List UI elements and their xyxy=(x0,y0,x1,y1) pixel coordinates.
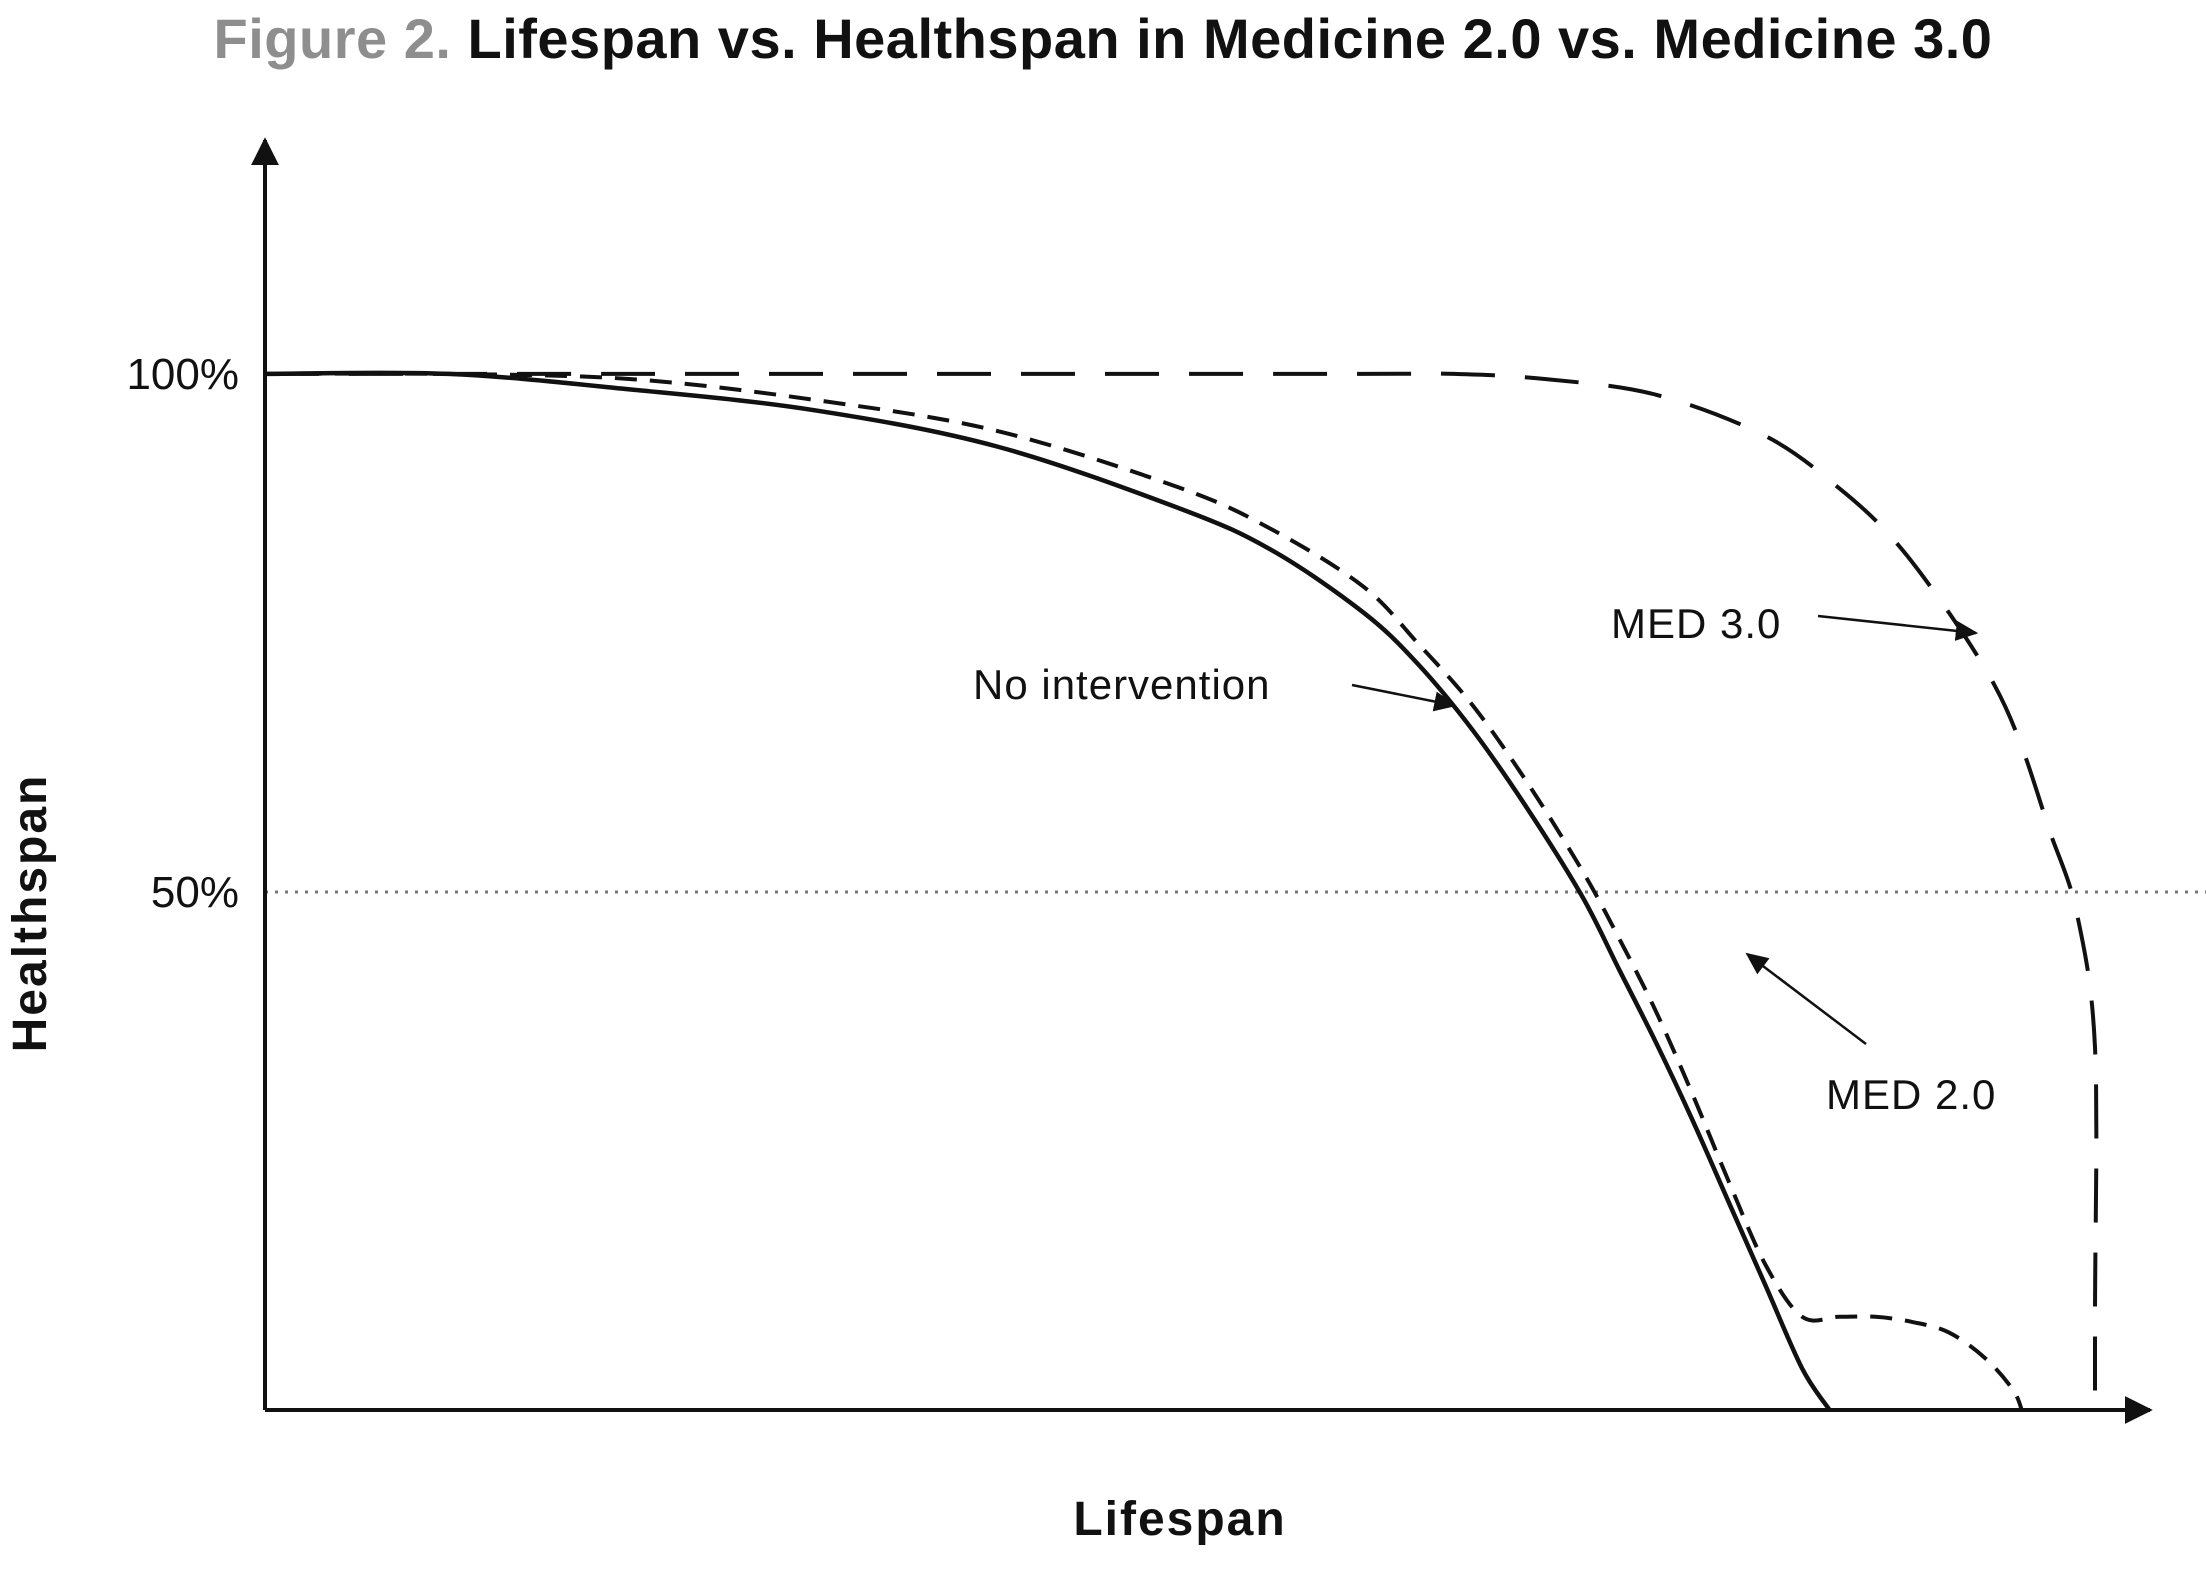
x-axis-title: Lifespan xyxy=(1073,1493,1286,1546)
annotation-med-3: MED 3.0 xyxy=(1611,600,1781,647)
annotation-no-intervention: No intervention xyxy=(973,661,1271,708)
figure-label: Figure 2. xyxy=(213,7,452,70)
annotation-arrow-no-intervention xyxy=(1351,683,1457,712)
annotation-med-2: MED 2.0 xyxy=(1826,1071,1996,1118)
y-tick-label-100: 100% xyxy=(126,350,239,399)
y-axis-title: Healthspan xyxy=(4,774,57,1053)
series-line-med-3-0 xyxy=(264,371,2099,1410)
annotation-arrow-med-3 xyxy=(1817,614,1979,641)
series-layer xyxy=(264,370,2099,1412)
annotation-layer: No intervention MED 3.0 MED 2.0 xyxy=(973,600,1996,1118)
series-line-med-2-0 xyxy=(264,371,2024,1411)
y-tick-label-50: 50% xyxy=(151,868,239,917)
figure-title: Figure 2. Lifespan vs. Healthspan in Med… xyxy=(0,6,2206,71)
figure-title-text: Lifespan vs. Healthspan in Medicine 2.0 … xyxy=(467,7,1993,70)
annotation-arrow-med-2 xyxy=(1745,952,1867,1045)
series-line-no-intervention xyxy=(264,370,1832,1412)
